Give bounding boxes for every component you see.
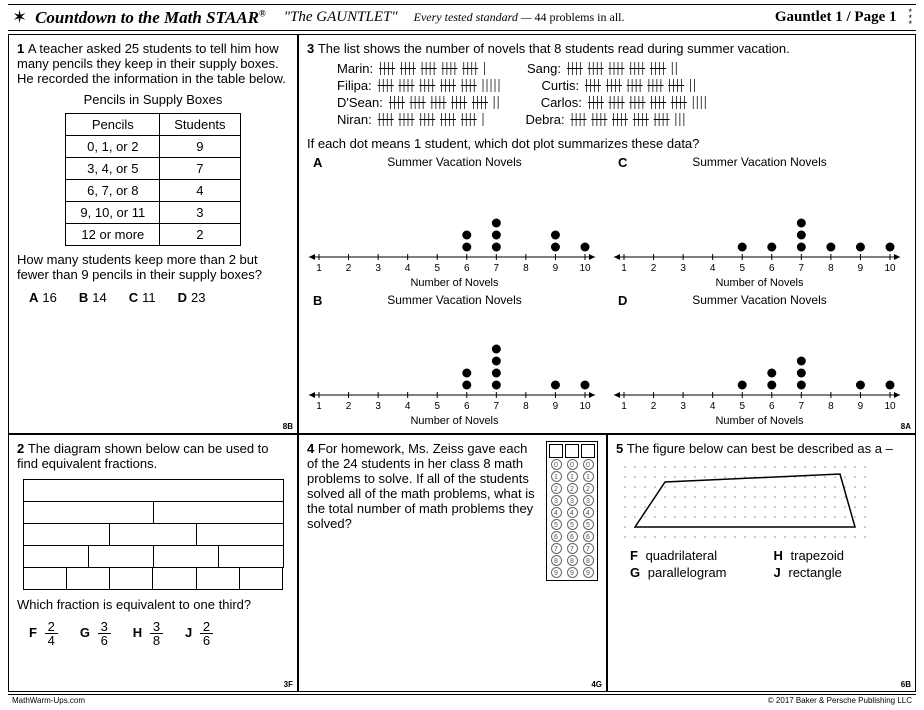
svg-text:7: 7 bbox=[494, 401, 500, 412]
dotplot-C: CSummer Vacation Novels 12345678910 Numb… bbox=[612, 155, 907, 289]
svg-text:10: 10 bbox=[579, 263, 591, 274]
q4-answer-grid[interactable]: 012345678901234567890123456789 bbox=[546, 441, 598, 581]
q1-table-title: Pencils in Supply Boxes bbox=[17, 92, 289, 107]
svg-text:4: 4 bbox=[710, 263, 716, 274]
title-sub: "The GAUNTLET" bbox=[284, 9, 398, 26]
svg-text:7: 7 bbox=[494, 263, 500, 274]
svg-text:3: 3 bbox=[375, 263, 381, 274]
page-header: ✶ Countdown to the Math STAAR® "The GAUN… bbox=[8, 4, 916, 31]
q2-standard: 3F bbox=[284, 680, 293, 689]
q2-question: Which fraction is equivalent to one thir… bbox=[17, 597, 289, 612]
svg-text:4: 4 bbox=[710, 401, 716, 412]
svg-text:9: 9 bbox=[553, 263, 559, 274]
svg-text:10: 10 bbox=[884, 401, 896, 412]
svg-text:1: 1 bbox=[316, 263, 322, 274]
dotplot-B: BSummer Vacation Novels 12345678910 Numb… bbox=[307, 293, 602, 427]
svg-text:9: 9 bbox=[858, 401, 864, 412]
svg-text:8: 8 bbox=[523, 401, 529, 412]
svg-text:10: 10 bbox=[579, 401, 591, 412]
dotplot-D: DSummer Vacation Novels 12345678910 Numb… bbox=[612, 293, 907, 427]
svg-text:5: 5 bbox=[434, 401, 440, 412]
q1-question: How many students keep more than 2 but f… bbox=[17, 252, 289, 282]
svg-text:6: 6 bbox=[464, 263, 470, 274]
star-icon: *** bbox=[908, 9, 912, 27]
page-footer: MathWarm-Ups.com© 2017 Baker & Persche P… bbox=[8, 694, 916, 706]
logo-icon: ✶ bbox=[12, 7, 27, 28]
q3-tally-list: Marin:|||| |||| |||| |||| |||| |Sang:|||… bbox=[307, 56, 907, 132]
svg-text:6: 6 bbox=[769, 263, 775, 274]
q2-fraction-diagram bbox=[23, 479, 283, 589]
q3-prompt: If each dot means 1 student, which dot p… bbox=[307, 136, 907, 151]
svg-text:5: 5 bbox=[434, 263, 440, 274]
svg-text:8: 8 bbox=[828, 401, 834, 412]
question-2: 2 The diagram shown below can be used to… bbox=[8, 434, 298, 692]
svg-text:2: 2 bbox=[346, 401, 352, 412]
svg-text:2: 2 bbox=[346, 263, 352, 274]
question-5: 5 The figure below can best be described… bbox=[607, 434, 916, 692]
page-number: Gauntlet 1 / Page 1 bbox=[775, 9, 897, 26]
svg-text:6: 6 bbox=[769, 401, 775, 412]
svg-text:9: 9 bbox=[858, 263, 864, 274]
svg-text:2: 2 bbox=[651, 263, 657, 274]
q3-standard: 8A bbox=[901, 422, 911, 431]
q1-standard: 8B bbox=[283, 422, 293, 431]
svg-text:9: 9 bbox=[553, 401, 559, 412]
q1-table: PencilsStudents 0, 1, or 29 3, 4, or 57 … bbox=[65, 113, 240, 246]
svg-text:1: 1 bbox=[316, 401, 322, 412]
svg-text:3: 3 bbox=[375, 401, 381, 412]
question-1: 1 A teacher asked 25 students to tell hi… bbox=[8, 34, 298, 434]
q4-standard: 4G bbox=[591, 680, 602, 689]
question-4: 012345678901234567890123456789 4 For hom… bbox=[298, 434, 607, 692]
q5-figure bbox=[620, 462, 903, 542]
svg-text:10: 10 bbox=[884, 263, 896, 274]
svg-text:1: 1 bbox=[621, 263, 627, 274]
svg-text:2: 2 bbox=[651, 401, 657, 412]
svg-text:3: 3 bbox=[680, 401, 686, 412]
svg-text:3: 3 bbox=[680, 263, 686, 274]
q1-choices: A16 B14 C11 D23 bbox=[17, 290, 289, 305]
svg-text:7: 7 bbox=[799, 401, 805, 412]
tagline: Every tested standard — 44 problems in a… bbox=[414, 10, 625, 25]
question-3: 3 The list shows the number of novels th… bbox=[298, 34, 916, 434]
svg-text:5: 5 bbox=[739, 401, 745, 412]
q2-choices: F 24G 36H 38J 26 bbox=[17, 620, 289, 647]
svg-text:8: 8 bbox=[523, 263, 529, 274]
svg-text:6: 6 bbox=[464, 401, 470, 412]
q3-dotplot-grid: ASummer Vacation Novels 12345678910 Numb… bbox=[307, 155, 907, 427]
svg-text:4: 4 bbox=[405, 263, 411, 274]
title-main: Countdown to the Math STAAR® bbox=[35, 8, 266, 28]
svg-text:5: 5 bbox=[739, 263, 745, 274]
svg-text:8: 8 bbox=[828, 263, 834, 274]
dotplot-A: ASummer Vacation Novels 12345678910 Numb… bbox=[307, 155, 602, 289]
q5-standard: 6B bbox=[901, 680, 911, 689]
svg-text:4: 4 bbox=[405, 401, 411, 412]
svg-text:7: 7 bbox=[799, 263, 805, 274]
q5-choices: F quadrilateral H trapezoid G parallelog… bbox=[616, 548, 907, 580]
svg-text:1: 1 bbox=[621, 401, 627, 412]
